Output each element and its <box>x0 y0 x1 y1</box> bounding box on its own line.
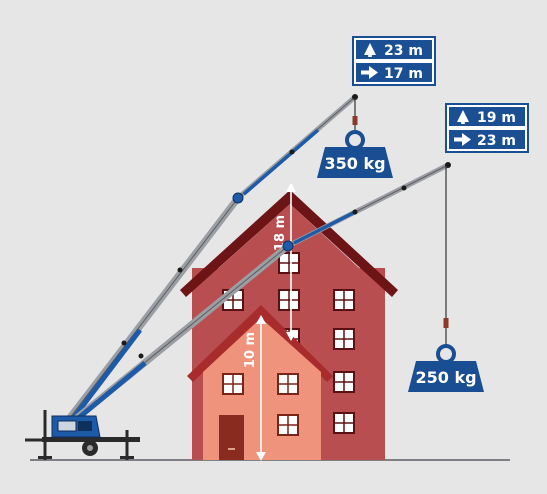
upper-weight: 350 kg <box>317 130 393 178</box>
lower-weight: 250 kg <box>408 344 484 392</box>
crane-chassis <box>25 410 140 460</box>
upper-reach-value: 17 m <box>384 66 423 82</box>
small-house <box>187 305 333 460</box>
arrow-up-icon <box>457 110 469 124</box>
upper-height-value: 23 m <box>384 43 423 59</box>
dimension-small: 10 m <box>243 315 266 461</box>
small-house-height-label: 10 m <box>243 332 258 368</box>
lower-reach-label-box: 19 m 23 m <box>445 103 529 153</box>
arrow-right-icon <box>454 133 471 146</box>
arrow-right-icon <box>361 66 378 79</box>
lower-weight-label: 250 kg <box>415 368 476 387</box>
lower-boom <box>58 162 451 434</box>
door-handle <box>228 448 235 450</box>
door <box>219 415 244 460</box>
upper-weight-label: 350 kg <box>324 154 385 173</box>
lower-height-value: 19 m <box>477 110 516 126</box>
small-house-gable <box>203 318 321 380</box>
arrow-up-icon <box>364 43 376 57</box>
lower-reach-value: 23 m <box>477 133 516 149</box>
upper-reach-label-box: 23 m 17 m <box>352 36 436 86</box>
upper-boom <box>58 94 358 432</box>
